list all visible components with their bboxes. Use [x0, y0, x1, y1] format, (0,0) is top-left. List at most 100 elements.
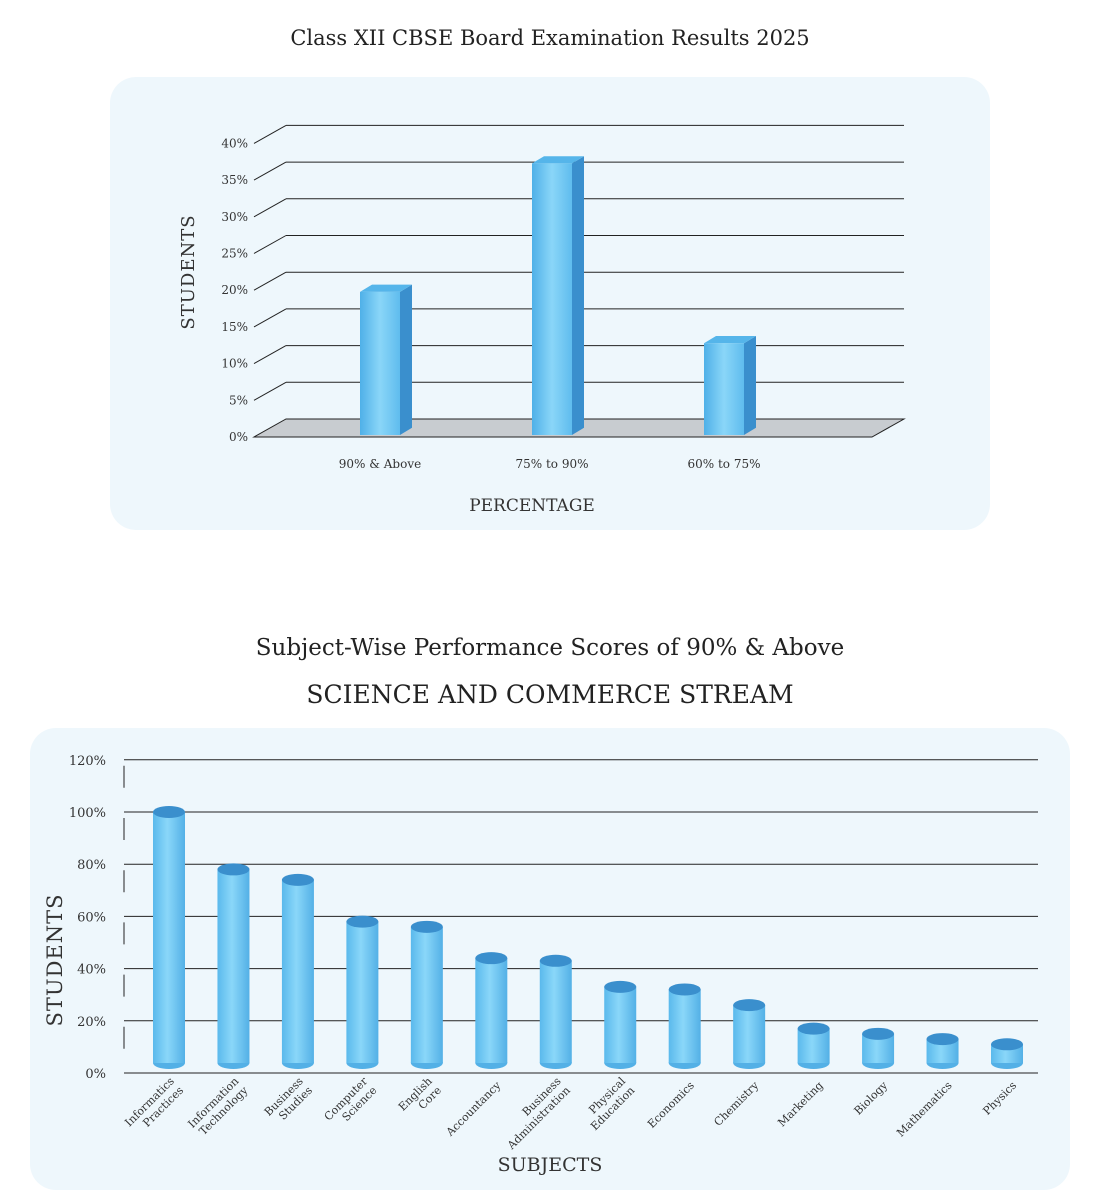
chart1-gridline-diag	[253, 345, 287, 365]
chart2-bar	[797, 1022, 830, 1069]
chart2-bar-cap	[281, 873, 314, 886]
chart1-bar-side	[572, 156, 584, 435]
chart2-bar-body	[926, 1039, 959, 1063]
chart2-xtick-line: Economics	[645, 1079, 697, 1131]
chart1-bar	[360, 284, 412, 435]
chart1-bar-front	[704, 343, 744, 435]
chart2-bar-cap	[346, 915, 379, 928]
chart2-bar	[539, 954, 572, 1069]
chart1-bar-top	[360, 284, 412, 292]
chart2-xtick-line: Accountancy	[443, 1078, 504, 1139]
chart2-xtick-label: Mathematics	[894, 1079, 955, 1140]
chart2-ytick-label: 20%	[77, 1015, 106, 1030]
chart2-xtick-label: Chemistry	[711, 1078, 761, 1128]
chart2-bar	[153, 806, 185, 1069]
chart1-ytick-label: 15%	[221, 320, 248, 334]
chart1-ytick-label: 0%	[229, 430, 248, 444]
chart2-bar	[668, 983, 701, 1069]
chart2-bar-cap	[733, 999, 766, 1012]
chart2-ytick-label: 40%	[77, 963, 106, 978]
chart2-bar-cap	[668, 983, 701, 996]
chart2-ytick-label: 60%	[77, 910, 106, 925]
chart2-xtick-line: Biology	[852, 1078, 891, 1117]
chart2-subtitle: SCIENCE AND COMMERCE STREAM	[306, 680, 794, 709]
chart2-xtick-label: BusinessAdministration	[495, 1074, 573, 1152]
chart1-gridline-diag	[253, 198, 287, 218]
chart2-xtick-label: InformationTechnology	[185, 1074, 251, 1140]
chart1-title: Class XII CBSE Board Examination Results…	[290, 26, 810, 50]
chart2-bar-cap	[217, 863, 250, 876]
chart2-xtick-label: PhysicalEducation	[579, 1074, 638, 1133]
chart1-ytick-label: 35%	[221, 173, 248, 187]
chart1-bar	[704, 336, 756, 435]
chart2-xtick-label: Economics	[645, 1079, 697, 1131]
chart2-bar-body	[475, 958, 508, 1063]
chart2-bar	[604, 980, 637, 1069]
chart2-bar	[475, 952, 508, 1069]
chart2-ylabel: STUDENTS	[43, 893, 67, 1026]
chart1-xtick-label: 60% to 75%	[687, 457, 760, 471]
chart2-xtick-line: Marketing	[775, 1079, 825, 1129]
chart2-xtick-label: Physics	[980, 1079, 1019, 1118]
chart2-bar-body	[733, 1005, 766, 1063]
chart2-xtick-line: Physics	[980, 1079, 1019, 1118]
chart2-bar	[733, 999, 766, 1069]
chart2-ytick-label: 120%	[69, 754, 106, 769]
chart1-xlabel: PERCENTAGE	[469, 496, 595, 516]
chart1-bar	[532, 156, 584, 436]
chart1-ytick-label: 40%	[221, 136, 248, 150]
chart2-bar	[281, 873, 314, 1069]
chart2-bar-body	[153, 812, 185, 1063]
chart1-bar-front	[360, 291, 400, 435]
chart2-bar-body	[217, 869, 250, 1063]
chart2-xtick-label: EnglishCore	[396, 1075, 444, 1123]
chart2-bar-body	[281, 879, 314, 1063]
chart2-ytick-label: 0%	[85, 1067, 106, 1082]
chart1-xtick-label: 90% & Above	[339, 457, 421, 471]
chart2-xtick-label: BusinessStudies	[262, 1074, 315, 1127]
chart2-xtick-line: Mathematics	[894, 1079, 955, 1140]
chart2-title: Subject-Wise Performance Scores of 90% &…	[255, 635, 845, 661]
chart2-bar	[926, 1033, 959, 1069]
chart2-xtick-label: InformaticsPractices	[122, 1074, 186, 1138]
chart1-ytick-label: 30%	[221, 210, 248, 224]
chart2-bar-body	[346, 921, 379, 1063]
chart2-bar-cap	[539, 954, 572, 967]
chart2-bar-cap	[604, 980, 637, 993]
chart1-bar-top	[532, 156, 584, 164]
chart2-bar-cap	[862, 1027, 895, 1040]
chart1-gridline-diag	[253, 235, 287, 254]
chart1-gridline-diag	[253, 271, 287, 291]
chart2-xtick-label: Marketing	[775, 1079, 825, 1129]
chart2-bar-body	[668, 989, 701, 1063]
chart1-ytick-label: 5%	[229, 393, 248, 407]
chart2-bar-cap	[991, 1038, 1023, 1051]
chart2-ytick-label: 100%	[69, 806, 106, 821]
chart2-bar-cap	[410, 920, 443, 933]
chart2-bar-cap	[475, 952, 508, 965]
chart1-gridline-diag	[253, 124, 287, 144]
chart2-bar	[346, 915, 379, 1069]
chart2-bar	[862, 1027, 895, 1069]
chart2-xtick-line: Chemistry	[711, 1078, 761, 1128]
chart1-ytick-label: 10%	[221, 357, 248, 371]
chart2-xtick-label: Accountancy	[443, 1078, 504, 1139]
chart1-xtick-label: 75% to 90%	[515, 457, 588, 471]
chart1-ytick-label: 25%	[221, 247, 248, 261]
chart1-ylabel: STUDENTS	[178, 214, 199, 329]
chart2-bar-body	[410, 926, 443, 1063]
chart2-bar	[991, 1038, 1023, 1069]
chart1-bar-side	[744, 336, 756, 435]
chart1-bar-side	[400, 284, 412, 435]
chart2-xtick-label: Biology	[852, 1078, 891, 1117]
chart2-bar	[217, 863, 250, 1069]
chart2-xtick-label: ComputerScience	[322, 1074, 380, 1132]
chart2-xlabel: SUBJECTS	[498, 1154, 603, 1176]
chart1-gridline-diag	[253, 308, 287, 328]
chart1-bar-front	[532, 163, 572, 436]
chart2-bar-body	[604, 986, 637, 1063]
chart1-ytick-label: 20%	[221, 283, 248, 297]
chart1-gridline-diag	[253, 381, 287, 401]
chart2-bar-cap	[797, 1022, 830, 1035]
